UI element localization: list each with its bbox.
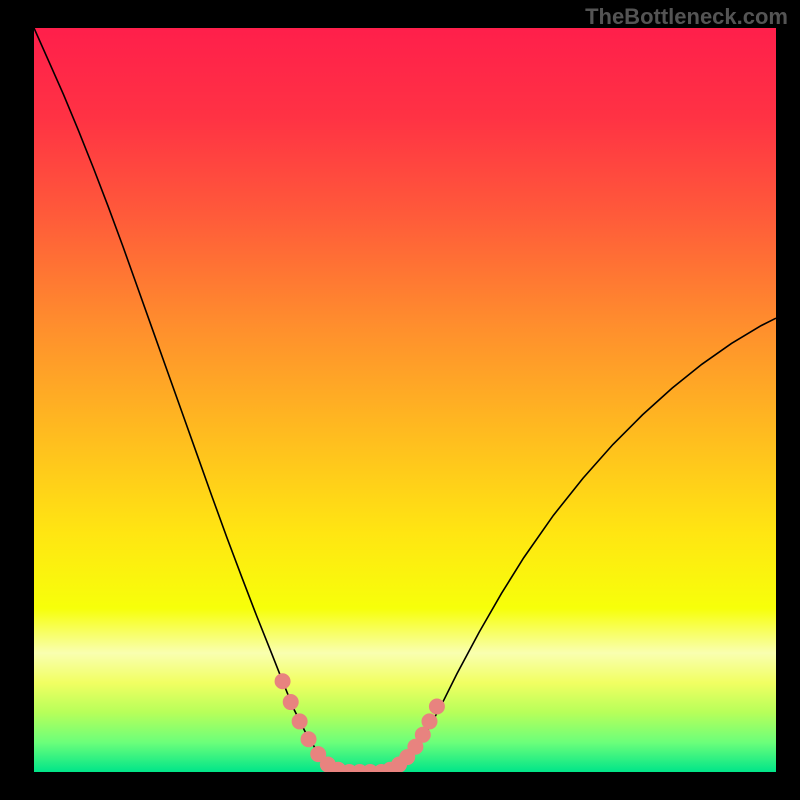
bottleneck-chart [34,28,776,772]
chart-background-gradient [34,28,776,772]
watermark-text: TheBottleneck.com [585,4,788,30]
